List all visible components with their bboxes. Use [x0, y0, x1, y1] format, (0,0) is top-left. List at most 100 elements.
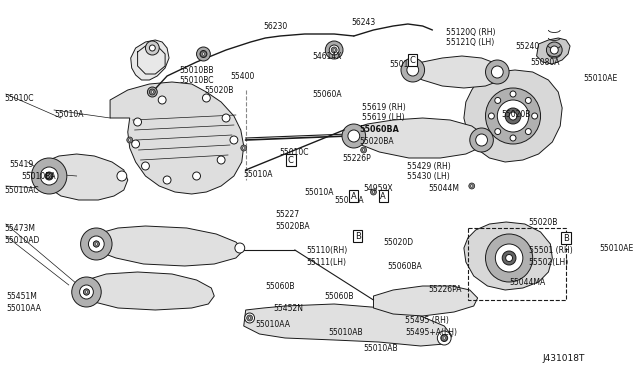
Text: 56243: 56243: [352, 18, 376, 27]
Circle shape: [510, 91, 516, 97]
Text: 55473M: 55473M: [4, 224, 35, 233]
Circle shape: [329, 45, 339, 55]
Circle shape: [470, 128, 493, 152]
Text: 55020D: 55020D: [383, 238, 413, 247]
Circle shape: [46, 173, 52, 179]
Text: 55240: 55240: [515, 42, 540, 51]
Circle shape: [230, 136, 238, 144]
Circle shape: [510, 135, 516, 141]
Circle shape: [241, 145, 246, 151]
Text: 55010A: 55010A: [244, 170, 273, 179]
Circle shape: [342, 124, 365, 148]
Text: 55060BA: 55060BA: [360, 125, 399, 134]
Polygon shape: [464, 70, 562, 162]
Text: 55060B: 55060B: [266, 282, 295, 291]
Polygon shape: [244, 304, 452, 346]
Text: 55010BC: 55010BC: [179, 76, 213, 85]
Circle shape: [486, 88, 541, 144]
Circle shape: [40, 167, 58, 185]
Circle shape: [371, 189, 376, 195]
Text: 55502(LH): 55502(LH): [529, 258, 569, 267]
Circle shape: [486, 60, 509, 84]
Text: 55226P: 55226P: [342, 154, 371, 163]
Text: 55010A: 55010A: [305, 188, 334, 197]
Circle shape: [470, 185, 473, 187]
Text: 55020B: 55020B: [529, 218, 558, 227]
Circle shape: [150, 90, 155, 94]
Circle shape: [127, 137, 132, 143]
Circle shape: [361, 147, 367, 153]
Circle shape: [443, 337, 445, 339]
Text: 55010BA: 55010BA: [22, 172, 56, 181]
Text: 54959X: 54959X: [364, 184, 393, 193]
Circle shape: [196, 47, 211, 61]
Polygon shape: [83, 272, 214, 310]
Circle shape: [244, 313, 255, 323]
Circle shape: [149, 45, 156, 51]
Text: 55430 (LH): 55430 (LH): [407, 172, 450, 181]
Circle shape: [486, 234, 532, 282]
Text: 55060BA: 55060BA: [387, 262, 422, 271]
Circle shape: [333, 49, 335, 51]
Text: 55020BA: 55020BA: [360, 137, 394, 146]
Text: 55111(LH): 55111(LH): [307, 258, 347, 267]
Circle shape: [492, 66, 503, 78]
Circle shape: [495, 244, 523, 272]
Circle shape: [163, 176, 171, 184]
Circle shape: [217, 156, 225, 164]
Circle shape: [48, 175, 51, 177]
Text: 55619 (LH): 55619 (LH): [362, 113, 404, 122]
Bar: [468, 228, 566, 300]
Text: 55495+A(LH): 55495+A(LH): [405, 328, 457, 337]
Text: 55010BB: 55010BB: [179, 66, 213, 75]
Circle shape: [93, 241, 99, 247]
Circle shape: [222, 114, 230, 122]
Text: 55044MA: 55044MA: [509, 278, 545, 287]
Text: 55060B: 55060B: [324, 292, 354, 301]
Circle shape: [193, 172, 200, 180]
Circle shape: [202, 94, 211, 102]
Polygon shape: [90, 226, 244, 266]
Text: 55121Q (LH): 55121Q (LH): [446, 38, 495, 47]
Polygon shape: [464, 222, 552, 290]
Text: 55060A: 55060A: [334, 196, 364, 205]
Circle shape: [525, 129, 531, 135]
Text: 55080A: 55080A: [531, 58, 560, 67]
Text: 55452N: 55452N: [273, 304, 303, 313]
Text: A: A: [380, 192, 386, 201]
Text: 55010C: 55010C: [4, 94, 33, 103]
Text: C: C: [288, 155, 294, 164]
Text: 55010A: 55010A: [54, 110, 84, 119]
Text: 55227: 55227: [275, 210, 300, 219]
Circle shape: [488, 113, 494, 119]
Circle shape: [134, 118, 141, 126]
Circle shape: [547, 42, 562, 58]
Circle shape: [401, 58, 424, 82]
Text: J431018T: J431018T: [543, 354, 585, 363]
Circle shape: [506, 254, 513, 262]
Polygon shape: [44, 154, 128, 200]
Text: 55010AB: 55010AB: [364, 344, 398, 353]
Circle shape: [550, 46, 558, 54]
Circle shape: [81, 228, 112, 260]
Polygon shape: [131, 40, 169, 80]
Text: 55010AD: 55010AD: [4, 236, 39, 245]
Circle shape: [441, 334, 447, 341]
Text: 56230: 56230: [264, 22, 287, 31]
Circle shape: [437, 331, 451, 345]
Circle shape: [158, 96, 166, 104]
Circle shape: [525, 97, 531, 103]
Circle shape: [147, 87, 157, 97]
Circle shape: [502, 251, 516, 265]
Circle shape: [509, 112, 517, 120]
Circle shape: [141, 162, 149, 170]
Circle shape: [235, 243, 244, 253]
Circle shape: [84, 289, 90, 295]
Circle shape: [93, 241, 99, 247]
Text: 55226PA: 55226PA: [429, 285, 462, 294]
Text: 55010B: 55010B: [389, 60, 419, 69]
Circle shape: [149, 89, 156, 95]
Text: 55020B: 55020B: [501, 110, 531, 119]
Text: 55010AE: 55010AE: [584, 74, 618, 83]
Circle shape: [84, 289, 90, 295]
